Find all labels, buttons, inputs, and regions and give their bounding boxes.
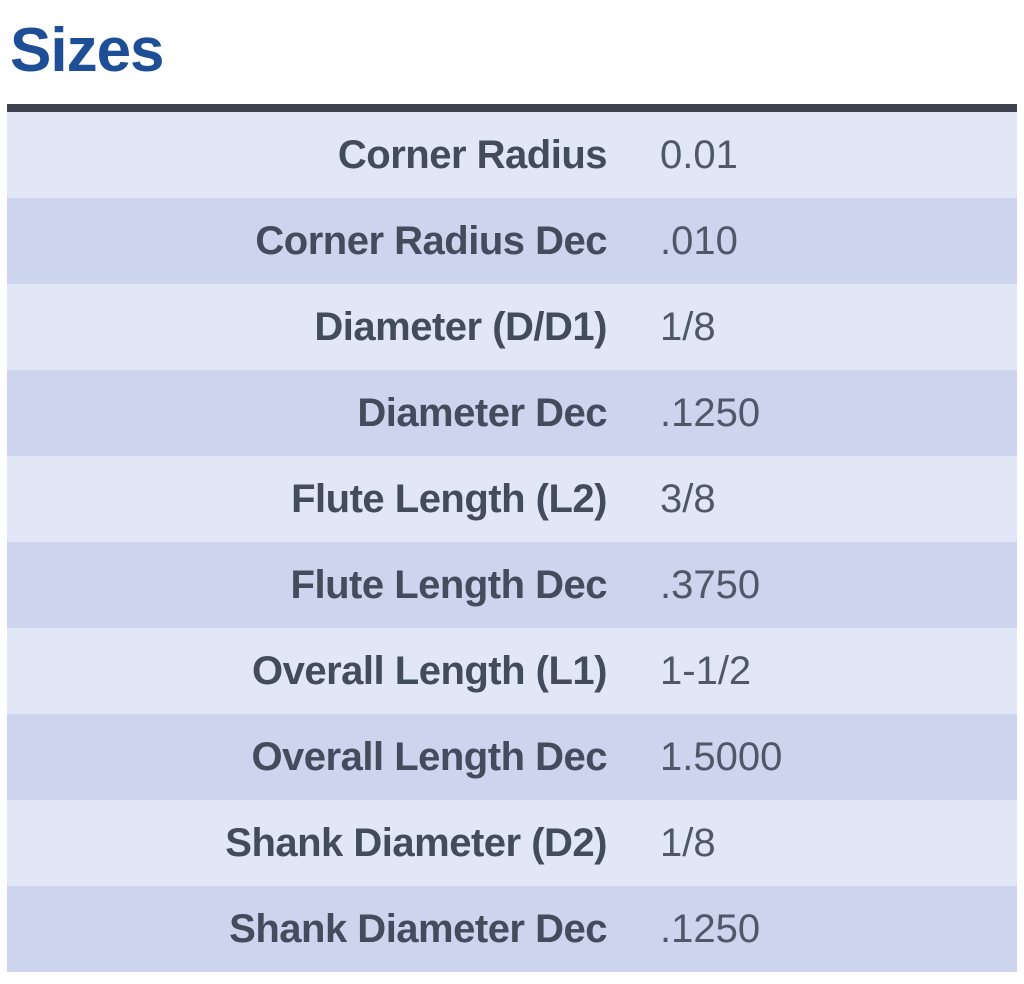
table-row: Overall Length Dec 1.5000 xyxy=(7,714,1017,800)
table-row: Diameter Dec .1250 xyxy=(7,370,1017,456)
table-row: Overall Length (L1) 1-1/2 xyxy=(7,628,1017,714)
table-row: Flute Length Dec .3750 xyxy=(7,542,1017,628)
row-label: Shank Diameter (D2) xyxy=(225,820,607,865)
table-row: Flute Length (L2) 3/8 xyxy=(7,456,1017,542)
row-value: 1/8 xyxy=(660,304,716,349)
section-divider xyxy=(7,104,1017,112)
row-label: Corner Radius Dec xyxy=(255,218,607,263)
row-label: Overall Length Dec xyxy=(251,734,607,779)
table-row: Corner Radius 0.01 xyxy=(7,112,1017,198)
row-value: .1250 xyxy=(660,906,761,951)
row-label: Overall Length (L1) xyxy=(252,648,608,693)
row-value: .1250 xyxy=(660,390,761,435)
row-label: Flute Length Dec xyxy=(290,562,608,607)
row-value: .010 xyxy=(660,218,738,263)
row-label: Flute Length (L2) xyxy=(291,476,607,521)
sizes-table: Corner Radius 0.01 Corner Radius Dec .010 Di… xyxy=(7,112,1017,972)
row-value: .3750 xyxy=(660,562,761,607)
row-value: 0.01 xyxy=(660,132,738,177)
row-label: Shank Diameter Dec xyxy=(229,906,607,951)
row-label: Corner Radius xyxy=(337,132,608,177)
table-row: Corner Radius Dec .010 xyxy=(7,198,1017,284)
row-label: Diameter Dec xyxy=(357,390,607,435)
row-label: Diameter (D/D1) xyxy=(314,304,607,349)
row-value: 3/8 xyxy=(660,476,716,521)
table-row: Shank Diameter (D2) 1/8 xyxy=(7,800,1017,886)
row-value: 1-1/2 xyxy=(660,648,752,693)
page-title: Sizes xyxy=(10,16,165,85)
sizes-section: Sizes Corner Radius 0.01 Corner Radius Dec… xyxy=(0,14,1024,972)
table-row: Shank Diameter Dec .1250 xyxy=(7,886,1017,972)
table-row: Diameter (D/D1) 1/8 xyxy=(7,284,1017,370)
row-value: 1/8 xyxy=(660,820,716,865)
row-value: 1.5000 xyxy=(660,734,783,779)
